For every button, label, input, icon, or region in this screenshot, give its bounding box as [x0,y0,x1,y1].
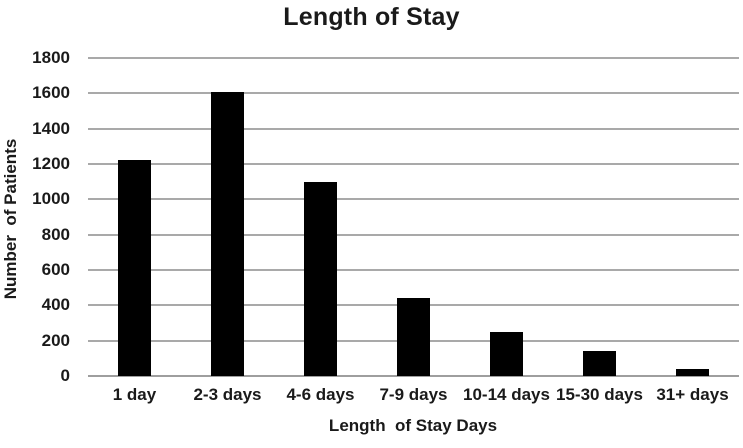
y-gridline [88,198,739,201]
x-tick-label: 10-14 days [463,385,550,404]
y-tick-label: 1600 [32,83,70,103]
bar [211,91,244,376]
x-tick-label: 7-9 days [379,385,448,404]
y-gridline [88,92,739,95]
y-gridline [88,57,739,59]
bar [583,351,616,376]
y-tick-label: 1200 [32,154,70,173]
y-tick-label: 800 [41,224,70,244]
y-gridline [88,269,739,271]
y-tick-label: 1800 [32,48,70,67]
y-gridline [88,127,739,130]
x-tick-label: 15-30 days [556,385,643,404]
y-tick-label: 200 [41,330,70,350]
x-tick-label: 4-6 days [286,385,355,404]
chart-title: Length of Stay [283,3,460,31]
y-tick-label: 1400 [32,118,70,138]
y-tick-label: 1000 [32,189,70,209]
y-tick-label: 0 [60,366,70,385]
bar [118,160,151,376]
x-tick-label: 2-3 days [193,385,262,404]
x-tick-label: 1 day [112,385,157,404]
bar [397,298,430,376]
bar [676,368,709,376]
bar [304,181,337,376]
y-gridline [88,375,739,377]
y-tick-label: 400 [41,295,70,315]
x-axis-title: Length of Stay Days [328,416,498,435]
plot-area [88,57,739,377]
y-gridline [88,233,739,236]
x-tick-label: 31+ days [656,385,729,404]
bar [490,331,523,376]
y-tick-label: 600 [41,260,70,279]
y-gridline [88,163,739,165]
